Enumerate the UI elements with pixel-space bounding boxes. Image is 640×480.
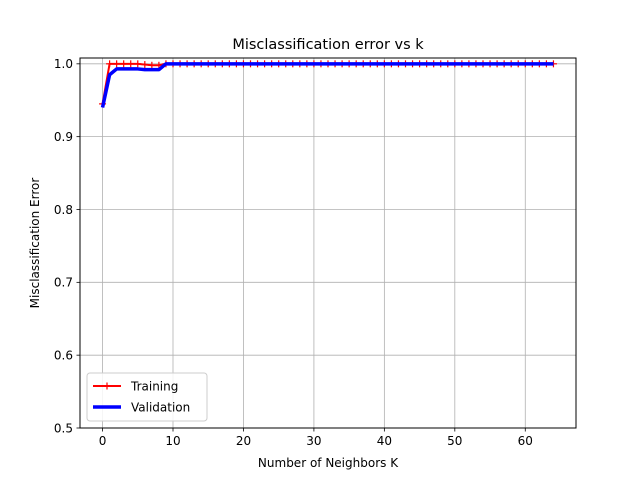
chart-title: Misclassification error vs k <box>232 37 424 53</box>
y-tick-label: 0.5 <box>54 421 73 435</box>
data-point-training <box>148 61 156 69</box>
y-tick-label: 1.0 <box>54 57 73 71</box>
y-axis-label: Misclassification Error <box>28 178 42 309</box>
x-tick-label: 30 <box>306 434 321 448</box>
legend: Training Validation <box>86 372 208 422</box>
x-tick-label: 0 <box>99 434 107 448</box>
y-tick-label: 0.6 <box>54 348 73 362</box>
data-point-training <box>127 60 135 68</box>
x-tick-label: 50 <box>447 434 462 448</box>
data-point-training <box>106 60 114 68</box>
ticks: 0 10 20 30 40 50 60 0.5 0.6 0.7 0.8 0.9 1.0 <box>54 57 533 448</box>
data-point-training <box>113 60 121 68</box>
x-tick-label: 10 <box>165 434 180 448</box>
data-point-training <box>134 60 142 68</box>
series-line-validation <box>100 62 554 108</box>
data-point-training <box>141 61 149 69</box>
axes-frame <box>79 57 577 429</box>
legend-entry-training: Training <box>93 379 178 393</box>
y-tick-label: 0.8 <box>54 203 73 217</box>
legend-label: Validation <box>131 400 190 414</box>
x-tick-label: 40 <box>377 434 392 448</box>
x-tick-label: 20 <box>236 434 251 448</box>
x-tick-label: 60 <box>518 434 533 448</box>
series-layer <box>99 60 557 108</box>
legend-label: Training <box>130 379 178 393</box>
x-axis-label: Number of Neighbors K <box>258 456 399 470</box>
y-tick-label: 0.7 <box>54 276 73 290</box>
data-point-training <box>120 60 128 68</box>
y-tick-label: 0.9 <box>54 130 73 144</box>
legend-entry-validation: Validation <box>93 400 190 414</box>
